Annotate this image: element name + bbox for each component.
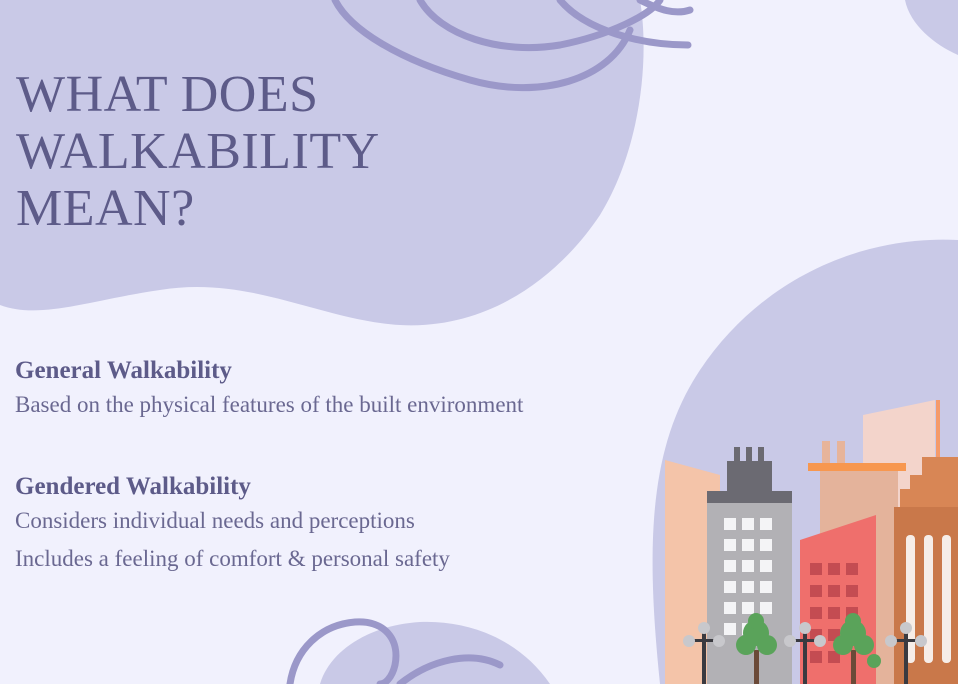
- bottom-blob: [320, 621, 550, 684]
- bottom-scribble: [286, 618, 504, 684]
- title-line-3: MEAN?: [16, 180, 195, 237]
- streetlamp: [885, 622, 927, 684]
- section-line: Includes a feeling of comfort & personal…: [15, 546, 450, 571]
- section-heading: General Walkability: [15, 357, 232, 384]
- page-title: WHAT DOES WALKABILITY MEAN?: [16, 66, 436, 237]
- top-scribble: [331, 0, 694, 92]
- tree: [736, 613, 777, 684]
- section-line: Based on the physical features of the bu…: [15, 392, 524, 417]
- tree: [833, 613, 881, 684]
- gray-building-windows: [724, 518, 772, 635]
- section-line: Considers individual needs and perceptio…: [15, 508, 415, 533]
- general-walkability-section: General Walkability Based on the physica…: [15, 356, 523, 424]
- top-right-blob: [905, 0, 958, 55]
- antenna: [936, 400, 940, 460]
- streetlamp: [683, 622, 725, 684]
- gendered-walkability-section: Gendered Walkability Considers individua…: [15, 472, 450, 578]
- title-line-2: WALKABILITY: [16, 123, 380, 180]
- section-heading: Gendered Walkability: [15, 473, 251, 500]
- streetlamp: [784, 622, 826, 684]
- title-line-1: WHAT DOES: [16, 66, 319, 123]
- red-building: [800, 515, 876, 684]
- city-skyline-illustration: [665, 400, 958, 684]
- brown-building: [894, 457, 958, 684]
